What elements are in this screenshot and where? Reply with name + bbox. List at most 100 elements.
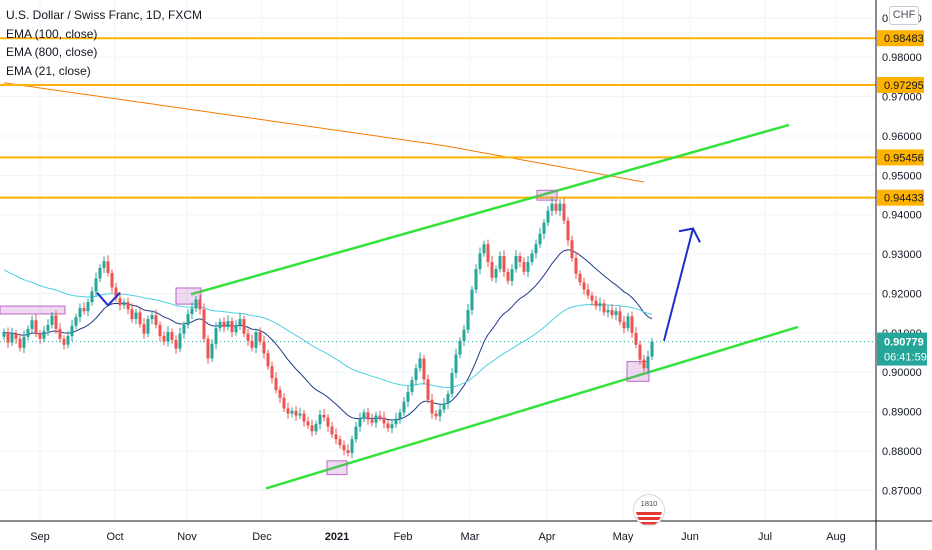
candle-body (226, 321, 230, 327)
candle-body (122, 302, 126, 306)
candle-body (506, 271, 510, 281)
candle-body (214, 328, 218, 344)
candle-body (518, 256, 522, 262)
candle-body (150, 315, 154, 320)
candle-body (590, 295, 594, 301)
candle-body (450, 373, 454, 394)
candle-body (614, 311, 618, 316)
x-tick-label: Apr (538, 531, 555, 543)
x-tick-label: Oct (106, 531, 123, 543)
level-price-tag (877, 76, 924, 93)
candle-body (438, 409, 442, 417)
candle-body (334, 434, 338, 440)
candle-body (206, 338, 210, 359)
last-price-label: 0.90779 (884, 337, 924, 349)
ema-800-line (3, 82, 645, 183)
level-price-label: 0.95456 (884, 152, 924, 164)
candle-body (82, 308, 86, 312)
price-tags: 0.98483 0.97295 0.95456 0.94433 0.90779 06:41… (877, 30, 927, 366)
y-tick-label: 0.98000 (882, 52, 922, 64)
candle-body (378, 415, 382, 418)
candle-body (502, 256, 506, 272)
candle-body (398, 412, 402, 419)
candle-body (466, 310, 470, 330)
candle-body (158, 324, 162, 337)
candle-body (242, 319, 246, 334)
candle-body (530, 253, 534, 262)
candle-body (182, 324, 186, 334)
x-tick-label: Nov (177, 531, 197, 543)
level-price-tag (877, 149, 924, 166)
candle-body (494, 269, 498, 278)
candle-body (546, 210, 550, 223)
y-tick-label: 0.95000 (882, 170, 922, 182)
candle-body (42, 330, 46, 339)
candle-body (18, 338, 22, 348)
candle-body (482, 244, 486, 254)
candle-body (318, 414, 322, 425)
candle-body (294, 410, 298, 416)
candle-body (30, 320, 34, 329)
candle-body (290, 410, 294, 414)
candle-body (34, 320, 38, 334)
candle-body (62, 338, 66, 345)
candle-body (130, 309, 134, 320)
candle-body (270, 366, 274, 379)
candle-body (326, 417, 330, 427)
candle-body (126, 302, 130, 310)
indicator-ema-100[interactable]: EMA (100, close) (6, 26, 98, 41)
candle-body (570, 240, 574, 259)
candle-body (490, 261, 494, 278)
y-tick-label: 0.92000 (882, 288, 922, 300)
candle-body (354, 426, 358, 440)
candle-body (134, 312, 138, 320)
highlight-box (326, 460, 348, 476)
candle-body (586, 289, 590, 296)
candle-body (622, 321, 626, 329)
candle-body (254, 332, 258, 348)
candle-body (538, 233, 542, 245)
candle-body (442, 403, 446, 410)
candle-body (98, 267, 102, 279)
candle-body (566, 220, 570, 241)
highlight-box (0, 305, 66, 315)
candle-body (514, 256, 518, 270)
candle-body (46, 324, 50, 331)
candle-body (630, 316, 634, 333)
candle-body (362, 412, 366, 419)
x-tick-label: Dec (252, 531, 272, 543)
x-tick-label: Feb (394, 531, 413, 543)
candle-body (534, 244, 538, 254)
candle-body (194, 299, 198, 309)
indicator-ema-21[interactable]: EMA (21, close) (6, 63, 91, 78)
candle-body (550, 203, 554, 211)
y-tick-label: 0.90000 (882, 367, 922, 379)
candle-body (358, 418, 362, 427)
level-price-tag (877, 30, 924, 47)
candle-body (458, 340, 462, 355)
candle-body (58, 328, 62, 339)
candle-body (598, 303, 602, 307)
candle-body (642, 359, 646, 369)
level-price-label: 0.94433 (884, 193, 924, 205)
x-tick-label: Jul (758, 531, 772, 543)
indicator-ema-800[interactable]: EMA (800, close) (6, 45, 98, 59)
x-axis-labels: Sep Oct Nov Dec 2021 Feb Mar Apr May Jun Jul Aug (30, 531, 846, 543)
candle-body (426, 379, 430, 400)
candle-body (298, 413, 302, 416)
candle-body (266, 353, 270, 367)
candle-body (582, 282, 586, 290)
candle-body (470, 289, 474, 311)
candle-body (286, 408, 290, 414)
currency-button[interactable]: CHF (889, 6, 919, 25)
candle-body (2, 332, 6, 337)
candle-body (138, 312, 142, 325)
highlight-box (536, 189, 558, 201)
candle-body (278, 389, 282, 398)
candle-body (234, 324, 238, 333)
level-price-tag (877, 189, 924, 206)
candle-body (418, 358, 422, 369)
candle-body (302, 413, 306, 422)
